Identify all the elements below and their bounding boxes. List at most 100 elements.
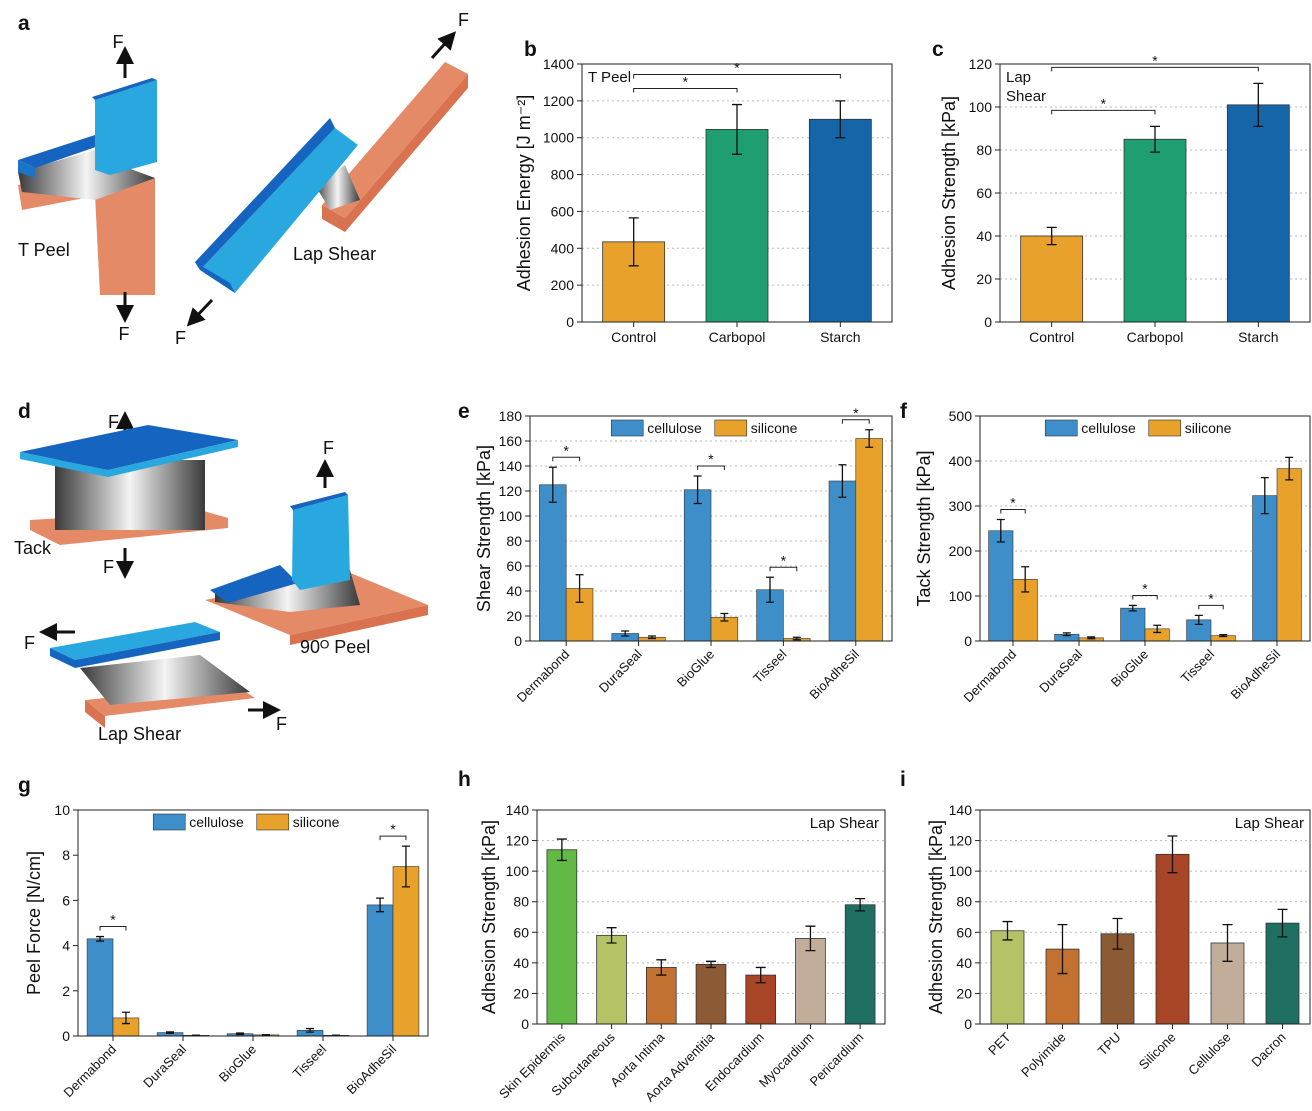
y-tick-label: 600	[551, 203, 575, 219]
error-bar	[647, 635, 656, 640]
y-tick-label: 40	[976, 228, 992, 244]
y-tick-label: 140	[949, 802, 973, 818]
significance-label: *	[563, 442, 569, 458]
legend-label: silicone	[1185, 420, 1232, 436]
significance-label: *	[781, 552, 787, 568]
ninety-peel-diagram	[205, 492, 428, 645]
tack-diagram	[20, 425, 238, 545]
y-axis-label: Peel Force [N/cm]	[24, 851, 44, 995]
force-label: F	[103, 557, 114, 577]
diagram-label: Tack	[14, 538, 52, 558]
plot-frame	[536, 809, 886, 1025]
x-tick-label: PET	[985, 1029, 1014, 1058]
x-tick-label: Dacron	[1248, 1030, 1288, 1070]
bar	[855, 438, 883, 642]
bar	[539, 484, 567, 642]
y-tick-label: 180	[499, 408, 523, 424]
y-tick-label: 10	[54, 802, 70, 818]
error-bar	[693, 475, 702, 505]
arrows	[39, 31, 457, 719]
x-tick-label: Cellulose	[1185, 1030, 1233, 1078]
y-tick-label: 160	[499, 433, 523, 449]
y-tick-label: 60	[513, 924, 529, 940]
legend-label: silicone	[293, 814, 340, 830]
error-bar	[121, 1011, 130, 1025]
annotation: Lap Shear	[810, 815, 879, 832]
force-label: F	[323, 438, 334, 458]
force-label: F	[119, 324, 130, 344]
panel-label: d	[18, 400, 31, 423]
error-bar	[1150, 125, 1160, 153]
plot-frame	[77, 809, 429, 1037]
plot-frame	[529, 415, 893, 642]
bar	[1155, 853, 1190, 1025]
force-label: F	[24, 633, 35, 653]
error-bar	[401, 845, 410, 888]
bar	[645, 967, 677, 1025]
significance-label: *	[853, 405, 859, 421]
bar	[1276, 468, 1302, 642]
error-bar	[1002, 920, 1013, 941]
error-bar	[1057, 923, 1068, 975]
plot-frame	[979, 809, 1311, 1025]
y-tick-label: 0	[964, 633, 972, 649]
y-axis-label: Shear Strength [kPa]	[474, 445, 494, 612]
x-tick-label: Tisseel	[1178, 646, 1217, 685]
x-tick-label: Control	[611, 329, 656, 345]
x-tick-label: Tisseel	[290, 1041, 329, 1080]
bar	[392, 866, 420, 1037]
bar	[990, 930, 1025, 1025]
panel-label: c	[932, 38, 944, 61]
bar	[988, 530, 1014, 642]
legend-label: cellulose	[1081, 420, 1136, 436]
bar	[1020, 235, 1084, 323]
error-bar	[1194, 614, 1203, 625]
y-tick-label: 40	[513, 955, 529, 971]
error-bar	[656, 959, 667, 976]
panel-label: i	[900, 768, 906, 791]
plot-frame	[581, 63, 893, 323]
y-tick-label: 6	[62, 892, 70, 908]
y-axis-label: Adhesion Strength [kPa]	[479, 820, 499, 1014]
y-tick-label: 200	[551, 277, 575, 293]
x-tick-label: Control	[1029, 329, 1074, 345]
legend-swatch	[1148, 419, 1182, 437]
y-tick-label: 400	[949, 453, 973, 469]
significance-label: *	[1152, 52, 1158, 68]
y-tick-label: 0	[521, 1016, 529, 1032]
y-tick-label: 120	[969, 56, 993, 72]
error-bar	[838, 464, 847, 498]
y-tick-label: 2	[62, 983, 70, 999]
x-tick-label: Tisseel	[750, 646, 789, 685]
significance-bracket	[1051, 109, 1156, 115]
x-tick-label: BioAdheSil	[1228, 646, 1284, 702]
y-tick-label: 40	[956, 955, 972, 971]
panel-label: b	[524, 38, 537, 61]
significance-bracket	[552, 456, 581, 462]
significance-label: *	[1142, 580, 1148, 596]
panel-label: f	[900, 400, 908, 423]
y-tick-label: 20	[506, 608, 522, 624]
y-tick-label: 1000	[543, 130, 574, 146]
significance-bracket	[697, 465, 725, 470]
y-tick-label: 120	[949, 833, 973, 849]
y-tick-label: 0	[514, 633, 522, 649]
bar	[828, 480, 857, 642]
y-tick-label: 100	[949, 588, 973, 604]
bar	[596, 934, 627, 1025]
error-bar	[628, 217, 639, 267]
error-bar	[855, 898, 866, 912]
diagram-label: Lap Shear	[293, 244, 376, 264]
significance-bracket	[1132, 594, 1158, 600]
error-bar	[575, 574, 584, 603]
error-bar	[1087, 636, 1096, 640]
y-tick-label: 20	[956, 985, 972, 1001]
y-tick-label: 40	[506, 583, 522, 599]
x-tick-label: BioAdheSil	[344, 1041, 400, 1097]
x-tick-label: Dermabond	[514, 647, 573, 706]
legend-swatch	[610, 419, 644, 437]
significance-label: *	[1010, 495, 1016, 511]
error-bar	[306, 1027, 315, 1033]
y-tick-label: 0	[566, 314, 574, 330]
panel-label: a	[18, 12, 30, 35]
